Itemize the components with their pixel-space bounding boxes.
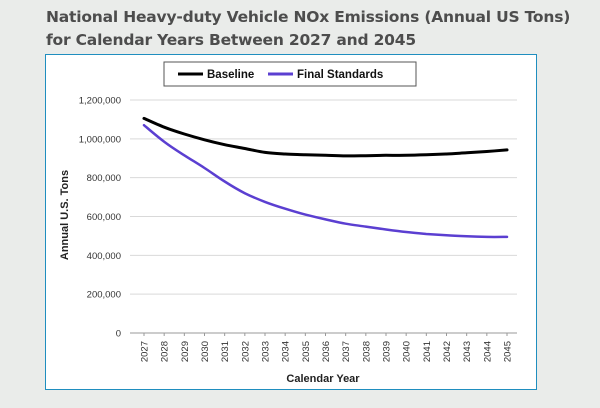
chart-title-line-2: for Calendar Years Between 2027 and 2045 xyxy=(46,31,416,49)
x-tick-label: 2033 xyxy=(261,341,272,362)
x-tick-label: 2029 xyxy=(180,341,191,362)
x-tick-label: 2036 xyxy=(321,341,332,362)
legend: Baseline Final Standards xyxy=(163,61,417,87)
x-tick-label: 2044 xyxy=(482,341,493,362)
chart-title: National Heavy-duty Vehicle NOx Emission… xyxy=(46,6,570,52)
chart-title-line-1: National Heavy-duty Vehicle NOx Emission… xyxy=(46,8,571,26)
y-axis-ticks: 0 200,000 400,000 600,000 800,000 1,000,000 1,… xyxy=(79,96,121,340)
y-axis-label: Annual U.S. Tons xyxy=(59,170,71,260)
x-tick-label: 2045 xyxy=(503,341,514,362)
x-tick-label: 2034 xyxy=(281,341,292,362)
x-tick-label: 2039 xyxy=(382,341,393,362)
x-tick-label: 2027 xyxy=(140,341,151,362)
x-tick-label: 2030 xyxy=(200,341,211,362)
x-tick-label: 2042 xyxy=(442,341,453,362)
x-tick-label: 2043 xyxy=(462,341,473,362)
y-tick-label: 600,000 xyxy=(87,212,121,223)
y-tick-label: 400,000 xyxy=(87,251,121,262)
x-tick-label: 2032 xyxy=(240,341,251,362)
x-axis-ticks: 2027 2028 2029 2030 2031 2032 2033 2034 2035 2036… xyxy=(140,333,514,362)
x-tick-label: 2041 xyxy=(422,341,433,362)
x-tick-label: 2028 xyxy=(160,341,171,362)
x-axis-label: Calendar Year xyxy=(286,373,360,385)
x-tick-label: 2040 xyxy=(402,341,413,362)
gridlines xyxy=(130,99,517,334)
series-line-final-standards xyxy=(142,123,509,239)
x-tick-label: 2031 xyxy=(220,341,231,362)
x-tick-label: 2038 xyxy=(361,341,372,362)
y-tick-label: 800,000 xyxy=(87,173,121,184)
legend-label-baseline: Baseline xyxy=(207,69,254,81)
series-line-baseline xyxy=(142,116,509,158)
chart-frame xyxy=(45,54,537,390)
y-tick-label: 0 xyxy=(116,329,121,340)
series-lines xyxy=(142,116,509,239)
x-tick-label: 2037 xyxy=(341,341,352,362)
y-tick-label: 1,000,000 xyxy=(79,134,121,145)
x-tick-label: 2035 xyxy=(301,341,312,362)
y-tick-label: 1,200,000 xyxy=(79,96,121,107)
y-tick-label: 200,000 xyxy=(87,290,121,301)
legend-label-final-standards: Final Standards xyxy=(297,69,383,81)
